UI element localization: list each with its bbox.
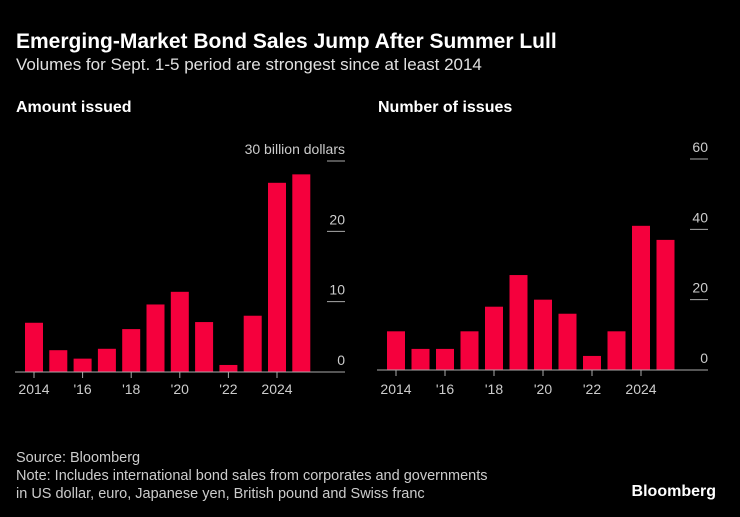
subtitle: Volumes for Sept. 1-5 period are stronge… xyxy=(16,55,482,74)
y-tick-label: 40 xyxy=(692,209,708,225)
bar xyxy=(97,348,116,372)
bar xyxy=(436,348,454,370)
y-tick-label: 60 xyxy=(692,139,708,155)
x-tick-label: '18 xyxy=(122,381,140,397)
x-tick-label: 2014 xyxy=(18,381,49,397)
bar xyxy=(73,358,92,372)
y-tick-label: 10 xyxy=(329,282,345,298)
bar xyxy=(632,225,650,370)
bar xyxy=(411,348,430,370)
x-tick-label: 2024 xyxy=(261,381,292,397)
bar xyxy=(243,315,262,372)
bar xyxy=(607,331,626,370)
x-tick-label: 2024 xyxy=(625,381,656,397)
note: in US dollar, euro, Japanese yen, Britis… xyxy=(16,486,425,502)
y-tick-label: 20 xyxy=(692,280,708,296)
brand: Bloomberg xyxy=(632,483,716,500)
bar xyxy=(534,299,552,370)
x-tick-label: 2014 xyxy=(380,381,411,397)
bar xyxy=(146,304,165,372)
y-tick-label: 30 billion dollars xyxy=(245,141,345,157)
x-tick-label: '16 xyxy=(73,381,91,397)
x-tick-label: '16 xyxy=(436,381,454,397)
bar xyxy=(25,322,43,372)
y-tick-label: 0 xyxy=(337,352,345,368)
note: Note: Includes international bond sales … xyxy=(16,468,488,484)
bar xyxy=(583,355,601,370)
bar xyxy=(195,322,214,372)
bar xyxy=(219,364,238,372)
bar xyxy=(268,182,286,372)
title: Emerging-Market Bond Sales Jump After Su… xyxy=(16,30,557,53)
chart-subtitle: Amount issued xyxy=(16,99,132,116)
bar xyxy=(485,306,503,370)
x-tick-label: '22 xyxy=(219,381,237,397)
bar xyxy=(460,331,479,370)
bar xyxy=(49,350,68,372)
chart-subtitle: Number of issues xyxy=(378,99,512,116)
x-tick-label: '22 xyxy=(583,381,601,397)
bar xyxy=(387,331,405,370)
source: Source: Bloomberg xyxy=(16,450,140,466)
bar xyxy=(509,275,528,370)
bar xyxy=(656,239,675,370)
bar xyxy=(122,329,141,372)
bar xyxy=(170,291,189,372)
y-tick-label: 0 xyxy=(700,350,708,366)
x-tick-label: '20 xyxy=(171,381,189,397)
bar xyxy=(292,174,311,372)
x-tick-label: '18 xyxy=(485,381,503,397)
x-tick-label: '20 xyxy=(534,381,552,397)
bar xyxy=(558,313,577,370)
y-tick-label: 20 xyxy=(329,211,345,227)
